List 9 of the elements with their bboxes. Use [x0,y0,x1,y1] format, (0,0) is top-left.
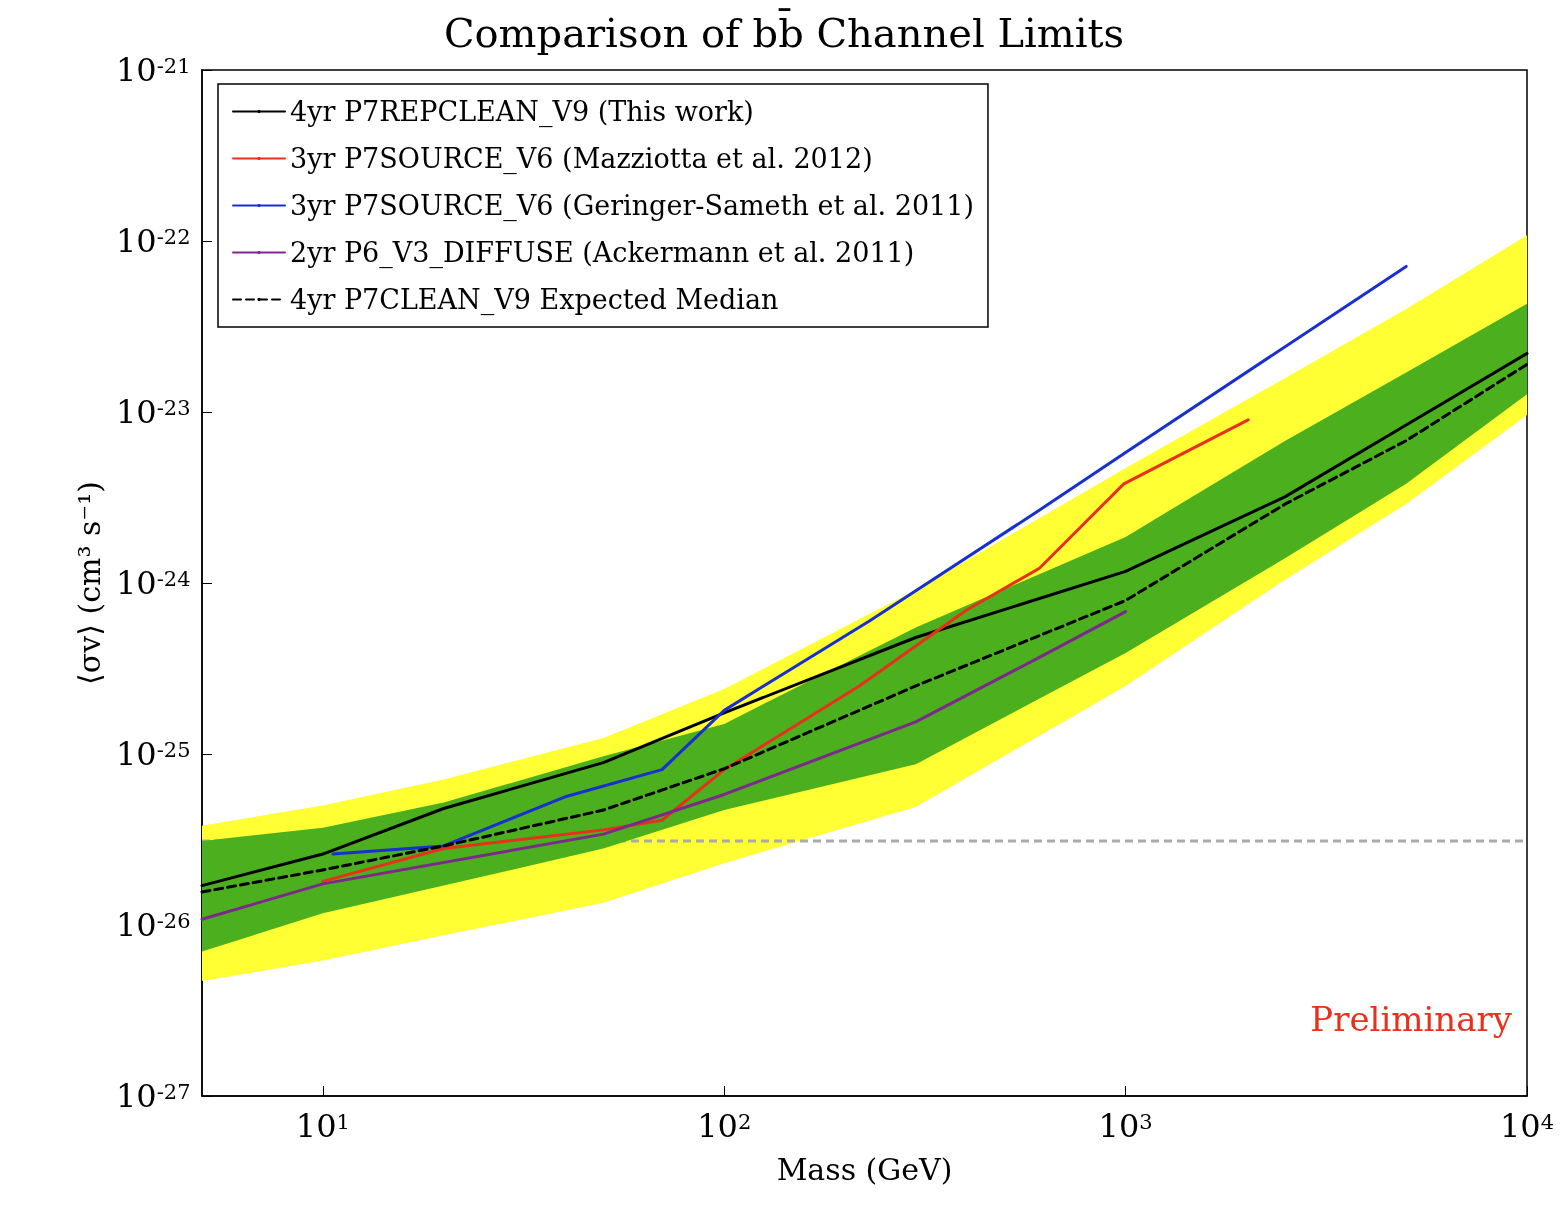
legend-label: 4yr P7CLEAN_V9 Expected Median [290,284,779,316]
chart-title: Comparison of bb̄ Channel Limits [443,8,1125,56]
legend-label: 4yr P7REPCLEAN_V9 (This work) [290,96,754,128]
legend-label: 2yr P6_V3_DIFFUSE (Ackermann et al. 2011) [290,237,915,269]
legend-label: 3yr P7SOURCE_V6 (Mazziotta et al. 2012) [290,143,873,175]
legend-label: 3yr P7SOURCE_V6 (Geringer-Sameth et al. 2011) [290,190,974,222]
annotation: Preliminary [1310,999,1513,1039]
y-axis-title: ⟨σv⟩ (cm³ s⁻¹) [71,481,107,685]
x-axis-title: Mass (GeV) [776,1151,953,1187]
